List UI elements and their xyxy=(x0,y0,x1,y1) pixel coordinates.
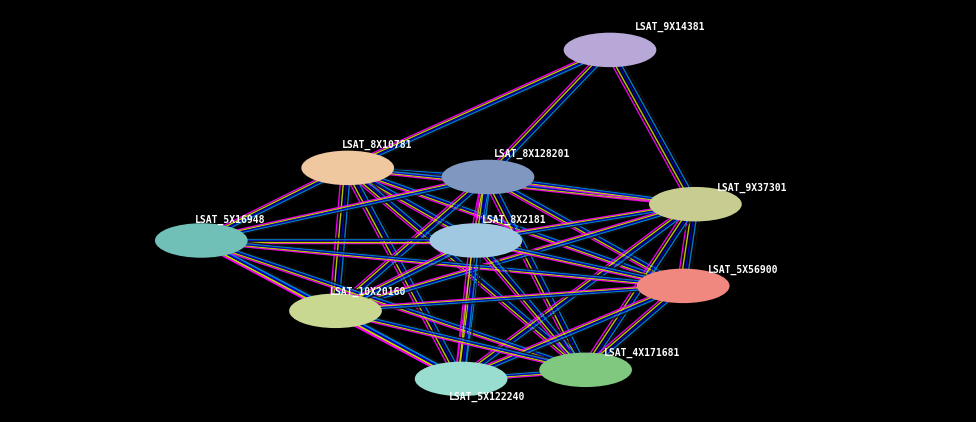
Text: LSAT_5X122240: LSAT_5X122240 xyxy=(449,391,525,402)
Circle shape xyxy=(441,160,535,194)
Circle shape xyxy=(302,151,394,185)
Text: LSAT_9X37301: LSAT_9X37301 xyxy=(717,183,788,193)
Circle shape xyxy=(155,223,248,258)
Text: LSAT_8X2181: LSAT_8X2181 xyxy=(482,214,547,225)
Text: LSAT_5X16948: LSAT_5X16948 xyxy=(195,214,265,225)
Text: LSAT_9X14381: LSAT_9X14381 xyxy=(634,22,705,32)
Text: LSAT_5X56900: LSAT_5X56900 xyxy=(708,264,778,275)
Circle shape xyxy=(564,32,657,67)
Text: LSAT_10X20160: LSAT_10X20160 xyxy=(329,287,406,297)
Circle shape xyxy=(429,223,522,258)
Text: LSAT_8X10781: LSAT_8X10781 xyxy=(342,140,412,150)
Circle shape xyxy=(289,294,382,328)
Text: LSAT_8X128201: LSAT_8X128201 xyxy=(494,149,571,159)
Circle shape xyxy=(415,362,508,396)
Text: LSAT_4X171681: LSAT_4X171681 xyxy=(604,348,680,358)
Circle shape xyxy=(539,352,632,387)
Circle shape xyxy=(649,187,742,222)
Circle shape xyxy=(637,269,730,303)
